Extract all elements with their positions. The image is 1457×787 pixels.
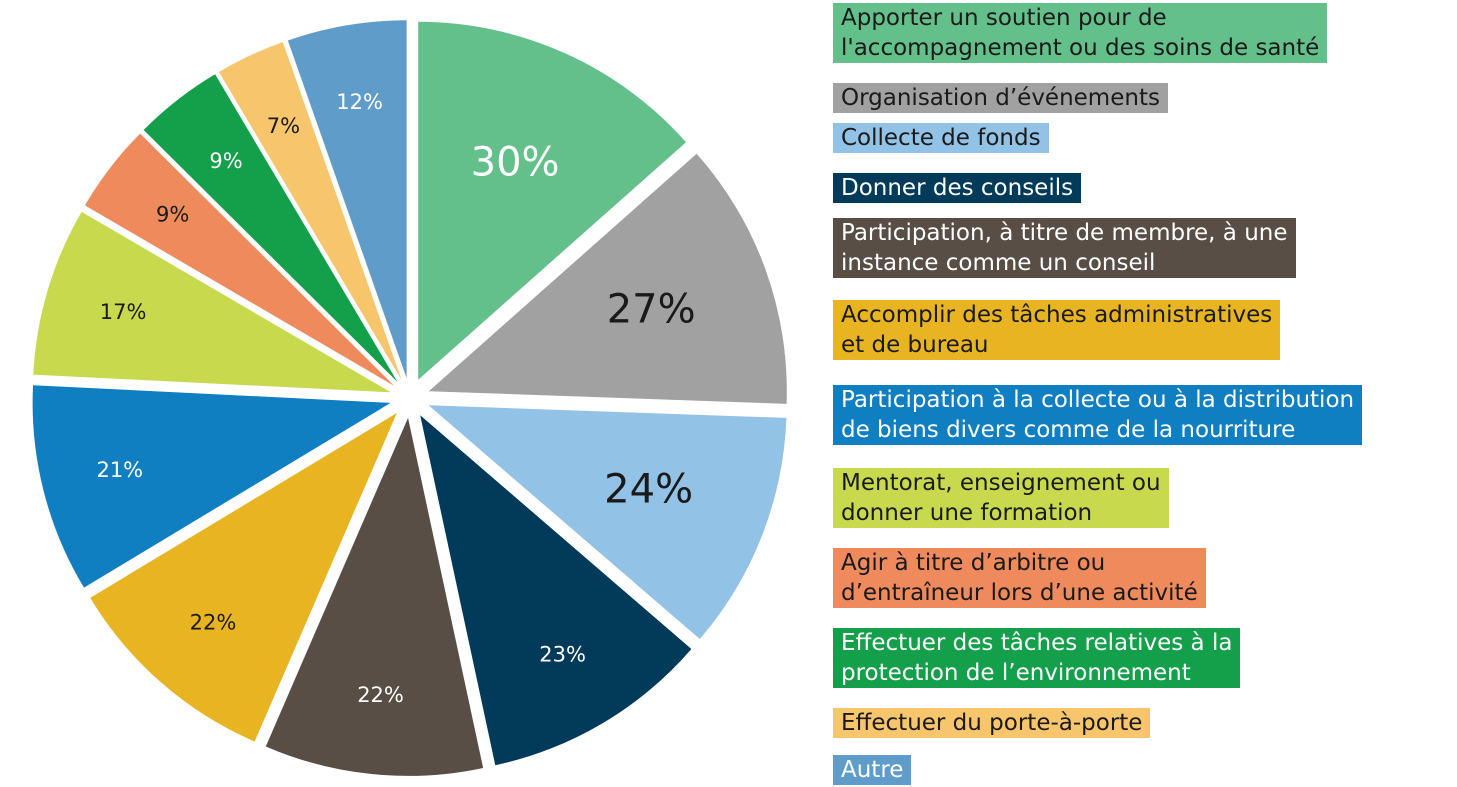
pie-slice <box>32 385 391 588</box>
legend-entry: Mentorat, enseignement ou donner une for… <box>833 468 1169 528</box>
slice-label: 21% <box>96 458 143 482</box>
legend-entry: Participation à la collecte ou à la dist… <box>833 385 1363 445</box>
pie-slice <box>287 20 407 379</box>
legend-entry: Autre <box>833 755 912 785</box>
legend-entry: Effectuer du porte-à-porte <box>833 708 1151 738</box>
legend-entry: Organisation d’événements <box>833 83 1168 113</box>
pie-slice <box>33 211 391 393</box>
pie-slice <box>218 42 402 380</box>
slice-label: 17% <box>100 300 147 324</box>
legend-entry: Agir à titre d’arbitre ou d’entraîneur l… <box>833 548 1206 608</box>
slice-label: 27% <box>607 286 696 332</box>
pie-slice <box>428 405 787 640</box>
legend-entry: Donner des conseils <box>833 173 1082 203</box>
pie-slice <box>143 74 398 383</box>
slice-label: 22% <box>190 610 237 634</box>
slice-label: 7% <box>267 114 300 138</box>
pie-slice <box>90 413 397 742</box>
legend-entry: Effectuer des tâches relatives à la prot… <box>833 628 1241 688</box>
legend-entry: Collecte de fonds <box>833 123 1049 153</box>
slice-label: 24% <box>604 466 693 512</box>
legend-entry: Apporter un soutien pour de l'accompagne… <box>833 3 1328 63</box>
slice-label: 12% <box>336 90 383 114</box>
pie-slice <box>265 417 484 776</box>
slice-label: 30% <box>471 139 560 185</box>
legend-entry: Accomplir des tâches administratives et … <box>833 300 1281 360</box>
pie-slice <box>418 21 687 380</box>
pie-slice <box>84 133 395 386</box>
slice-label: 23% <box>539 642 586 666</box>
slice-label: 9% <box>209 149 242 173</box>
slice-label: 22% <box>357 683 404 707</box>
pie-slice <box>420 415 692 766</box>
slice-label: 9% <box>156 203 189 227</box>
chart: 30% 27% 24% 23% 22% 22% 21% 17% 9% 9% 7% 12% <box>32 20 787 776</box>
pie-slice <box>428 153 787 404</box>
legend-entry: Participation, à titre de membre, à une … <box>833 218 1296 278</box>
